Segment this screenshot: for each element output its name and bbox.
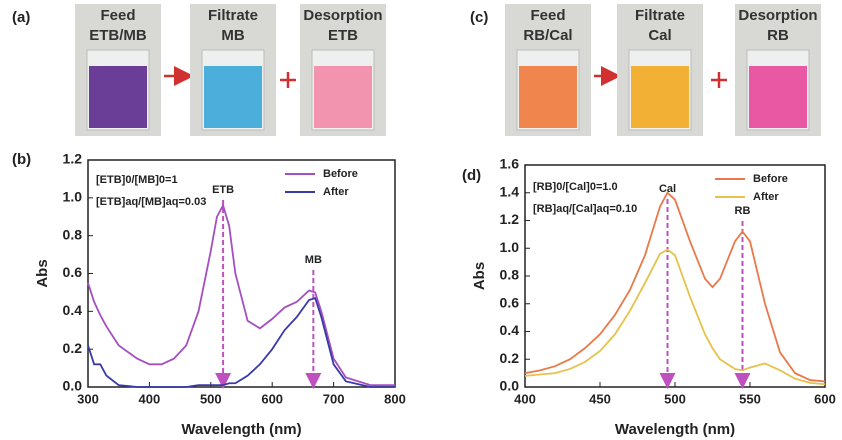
note: [RB]0/[Cal]0=1.0 — [533, 181, 618, 193]
liquid — [631, 66, 689, 128]
note: [RB]aq/[Cal]aq=0.10 — [533, 203, 637, 215]
legend-label: Before — [753, 173, 788, 185]
y-tick-label: 0.6 — [500, 294, 520, 310]
x-tick-label: 550 — [739, 391, 761, 406]
photo-caption: Filtrate — [208, 7, 258, 24]
annotation: MB — [305, 254, 322, 266]
x-tick-label: 400 — [139, 391, 161, 406]
data-line — [524, 248, 826, 386]
annotation: RB — [735, 205, 751, 217]
liquid — [519, 66, 577, 128]
photo-caption: Desorption — [738, 7, 817, 24]
photo-caption: Desorption — [303, 7, 382, 24]
annotation: Cal — [659, 183, 676, 195]
y-tick-label: 0.8 — [63, 226, 83, 242]
legend-label: After — [323, 186, 349, 198]
y-tick-label: 0.2 — [500, 350, 520, 366]
legend-label: After — [753, 191, 779, 203]
photo-caption: Cal — [648, 27, 671, 44]
plot-frame — [87, 159, 396, 388]
x-tick-label: 500 — [200, 391, 222, 406]
y-tick-label: 0.0 — [500, 378, 520, 394]
x-tick-label: 300 — [77, 391, 99, 406]
photo-caption: MB — [221, 27, 244, 44]
y-tick-label: 1.0 — [63, 189, 83, 205]
x-tick-label: 800 — [384, 391, 406, 406]
y-tick-label: 1.0 — [500, 239, 520, 255]
photo-caption: ETB — [328, 27, 358, 44]
photo-caption: Filtrate — [635, 7, 685, 24]
y-axis-label: Abs — [34, 259, 51, 287]
panel-label: (b) — [12, 151, 31, 168]
photo-caption: ETB/MB — [89, 27, 147, 44]
y-tick-label: 1.6 — [500, 156, 520, 172]
y-tick-label: 1.2 — [500, 211, 520, 227]
y-tick-label: 0.4 — [63, 302, 83, 318]
x-tick-label: 500 — [664, 391, 686, 406]
x-axis-label: Wavelength (nm) — [181, 421, 301, 438]
panel-label: (c) — [470, 9, 488, 26]
y-tick-label: 1.4 — [500, 183, 520, 199]
panel-label: (a) — [12, 9, 30, 26]
liquid — [204, 66, 262, 128]
annotation: ETB — [212, 184, 234, 196]
x-tick-label: 600 — [814, 391, 836, 406]
y-tick-label: 0.8 — [500, 267, 520, 283]
y-tick-label: 0.2 — [63, 340, 83, 356]
y-tick-label: 0.6 — [63, 264, 83, 280]
liquid — [749, 66, 807, 128]
x-tick-label: 400 — [514, 391, 536, 406]
photo-caption: Feed — [530, 7, 565, 24]
x-axis-label: Wavelength (nm) — [615, 421, 735, 438]
y-tick-label: 0.0 — [63, 378, 83, 394]
y-tick-label: 0.4 — [500, 322, 520, 338]
photo-caption: RB/Cal — [523, 27, 572, 44]
photo-caption: RB — [767, 27, 789, 44]
data-line — [524, 191, 826, 383]
data-line — [87, 203, 395, 387]
x-tick-label: 450 — [589, 391, 611, 406]
y-tick-label: 1.2 — [63, 151, 83, 167]
note: [ETB]aq/[MB]aq=0.03 — [96, 196, 206, 208]
photo-caption: Feed — [100, 7, 135, 24]
liquid — [89, 66, 147, 128]
x-tick-label: 600 — [261, 391, 283, 406]
panel-label: (d) — [462, 167, 481, 184]
x-tick-label: 700 — [323, 391, 345, 406]
data-line — [87, 296, 395, 388]
y-axis-label: Abs — [471, 262, 488, 290]
note: [ETB]0/[MB]0=1 — [96, 174, 178, 186]
liquid — [314, 66, 372, 128]
legend-label: Before — [323, 168, 358, 180]
